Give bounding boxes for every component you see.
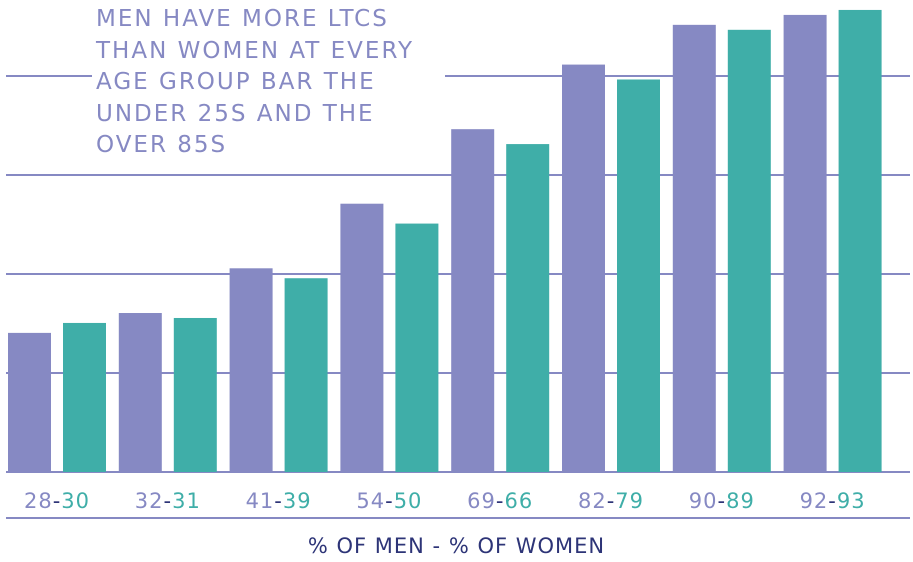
- men-value: 54: [356, 489, 385, 513]
- women-value: 31: [172, 489, 201, 513]
- men-value: 90: [689, 489, 718, 513]
- women-value: 39: [283, 489, 312, 513]
- bar-women-41-39: [284, 278, 328, 472]
- category-label: 82-79: [578, 489, 644, 513]
- bar-men-32-31: [118, 313, 162, 472]
- bar-women-54-50: [395, 223, 439, 472]
- separator-dash: -: [274, 489, 283, 513]
- women-value: 93: [837, 489, 866, 513]
- women-value: 50: [394, 489, 423, 513]
- bar-men-41-39: [229, 268, 273, 472]
- category-label: 90-89: [689, 489, 755, 513]
- women-value: 30: [61, 489, 90, 513]
- category-label: 54-50: [356, 489, 422, 513]
- women-value: 66: [504, 489, 533, 513]
- bar-men-54-50: [340, 203, 384, 472]
- bar-women-92-93: [838, 9, 882, 473]
- separator-dash: -: [607, 489, 616, 513]
- category-label: 41-39: [246, 489, 312, 513]
- men-value: 41: [246, 489, 275, 513]
- bar-women-82-79: [617, 79, 660, 472]
- men-value: 92: [800, 489, 829, 513]
- women-value: 89: [726, 489, 755, 513]
- men-value: 32: [135, 489, 164, 513]
- chart-annotation: Men have more LTCs than women at every a…: [92, 4, 445, 162]
- bar-men-82-79: [562, 64, 605, 472]
- bars: [8, 9, 882, 473]
- category-label: 28-30: [24, 489, 90, 513]
- bar-women-90-89: [727, 29, 771, 473]
- bar-men-69-66: [451, 129, 495, 472]
- bar-men-90-89: [672, 24, 716, 473]
- bar-women-69-66: [506, 144, 550, 472]
- separator-dash: -: [718, 489, 727, 513]
- bar-women-28-30: [63, 322, 106, 472]
- separator-dash: -: [385, 489, 394, 513]
- category-label: 69-66: [467, 489, 533, 513]
- men-value: 69: [467, 489, 496, 513]
- category-label: 92-93: [800, 489, 866, 513]
- bar-men-92-93: [783, 14, 827, 472]
- x-axis-label: % of men - % of women: [307, 534, 606, 558]
- separator-dash: -: [496, 489, 505, 513]
- bar-men-28-30: [8, 332, 51, 472]
- category-label: 32-31: [135, 489, 201, 513]
- bar-women-32-31: [173, 317, 217, 472]
- separator-dash: -: [828, 489, 837, 513]
- separator-dash: -: [53, 489, 62, 513]
- men-value: 28: [24, 489, 53, 513]
- women-value: 79: [615, 489, 644, 513]
- category-labels: 28-30 32-31 41-39 54-50 69-66 82-79 90-89 92-93: [24, 489, 866, 513]
- men-value: 82: [578, 489, 607, 513]
- separator-dash: -: [164, 489, 173, 513]
